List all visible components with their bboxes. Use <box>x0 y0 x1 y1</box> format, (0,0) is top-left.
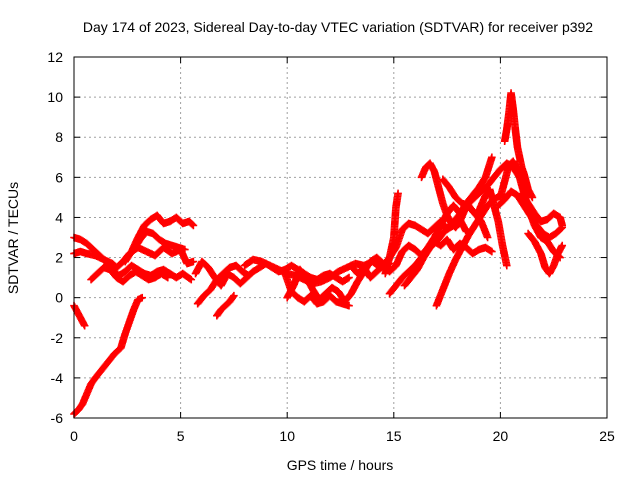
x-tick-label: 10 <box>279 428 295 444</box>
data-series <box>70 89 567 418</box>
series-s9 <box>193 261 253 308</box>
data-point-marker <box>558 241 567 250</box>
data-point-marker <box>164 273 172 282</box>
data-point-marker <box>189 257 198 266</box>
data-point-marker <box>188 220 197 229</box>
data-point-marker <box>483 233 492 242</box>
y-axis-title: SDTVAR / TECUs <box>5 182 21 294</box>
series-s2 <box>70 301 89 330</box>
data-point-marker <box>187 275 196 284</box>
series-s7 <box>129 227 189 254</box>
x-tick-label: 5 <box>177 428 185 444</box>
y-tick-label: 4 <box>55 209 63 225</box>
series-s25 <box>524 229 567 278</box>
data-point-marker <box>245 271 253 280</box>
series-s15 <box>381 189 402 278</box>
plot-frame <box>73 56 608 419</box>
series-s5 <box>87 263 172 286</box>
y-tick-label: -6 <box>51 410 64 426</box>
x-tick-label: 25 <box>599 428 615 444</box>
axis-ticks: 0 5 10 15 20 25 -6 -4 -2 0 2 4 6 8 10 12 <box>47 49 615 444</box>
series-s22 <box>500 89 537 202</box>
data-point-marker <box>138 293 147 302</box>
y-tick-label: -2 <box>51 330 64 346</box>
data-point-marker <box>558 221 567 230</box>
series-s13 <box>281 269 353 310</box>
x-axis-title: GPS time / hours <box>287 457 394 473</box>
series-s23 <box>494 187 567 242</box>
y-tick-label: 0 <box>55 290 63 306</box>
series-s10 <box>213 291 238 320</box>
y-tick-label: 8 <box>55 129 63 145</box>
data-point-marker <box>80 321 89 330</box>
y-tick-label: 2 <box>55 250 63 266</box>
series-s1 <box>70 293 147 418</box>
y-tick-label: 10 <box>47 89 63 105</box>
y-tick-label: -4 <box>51 370 64 386</box>
x-tick-label: 0 <box>70 428 78 444</box>
data-point-marker <box>189 221 198 230</box>
data-point-marker <box>528 193 537 202</box>
data-point-marker <box>345 301 353 310</box>
x-tick-label: 15 <box>386 428 402 444</box>
data-point-marker <box>394 189 402 198</box>
y-tick-label: 12 <box>47 49 63 65</box>
data-point-marker <box>181 245 189 254</box>
data-point-marker <box>488 153 496 162</box>
data-point-marker <box>502 261 511 270</box>
data-point-marker <box>345 273 353 282</box>
x-tick-label: 20 <box>493 428 509 444</box>
y-tick-label: 6 <box>55 169 63 185</box>
data-point-marker <box>230 291 238 300</box>
series-s20 <box>439 175 492 242</box>
series-s18 <box>417 159 511 270</box>
data-point-marker <box>488 247 496 256</box>
series-s24 <box>517 189 567 230</box>
chart-title: Day 174 of 2023, Sidereal Day-to-day VTE… <box>83 19 593 35</box>
